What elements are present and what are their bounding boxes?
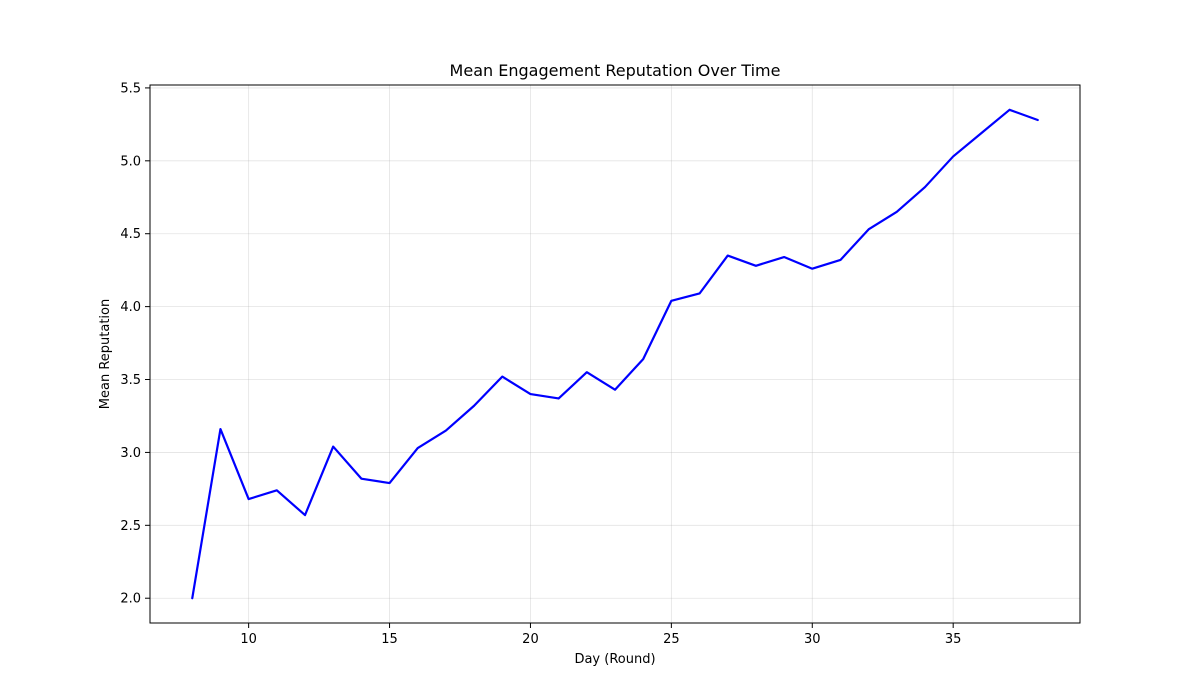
grid [150, 85, 1080, 623]
x-tick-label: 30 [804, 632, 821, 647]
ticks: 10 15 20 25 30 35 2.0 2.5 3.0 3.5 4.0 4.5 5.0 5.5 [120, 81, 961, 647]
x-tick-label: 15 [381, 632, 398, 647]
series-line [191, 108, 1039, 600]
x-tick-label: 35 [945, 632, 962, 647]
x-tick-label: 10 [240, 632, 257, 647]
series-layer [191, 108, 1039, 600]
chart-title: Mean Engagement Reputation Over Time [450, 61, 781, 80]
y-tick-label: 2.0 [120, 592, 141, 607]
y-axis-title: Mean Reputation [98, 299, 113, 409]
y-tick-label: 3.5 [120, 373, 141, 388]
y-tick-label: 5.5 [120, 81, 141, 96]
x-axis-title: Day (Round) [574, 652, 655, 667]
y-tick-label: 3.0 [120, 446, 141, 461]
plot-frame [149, 84, 1081, 624]
y-tick-label: 4.5 [120, 227, 141, 242]
y-tick-label: 2.5 [120, 519, 141, 534]
y-tick-label: 4.0 [120, 300, 141, 315]
x-tick-label: 25 [663, 632, 680, 647]
y-tick-label: 5.0 [120, 154, 141, 169]
x-tick-label: 20 [522, 632, 539, 647]
